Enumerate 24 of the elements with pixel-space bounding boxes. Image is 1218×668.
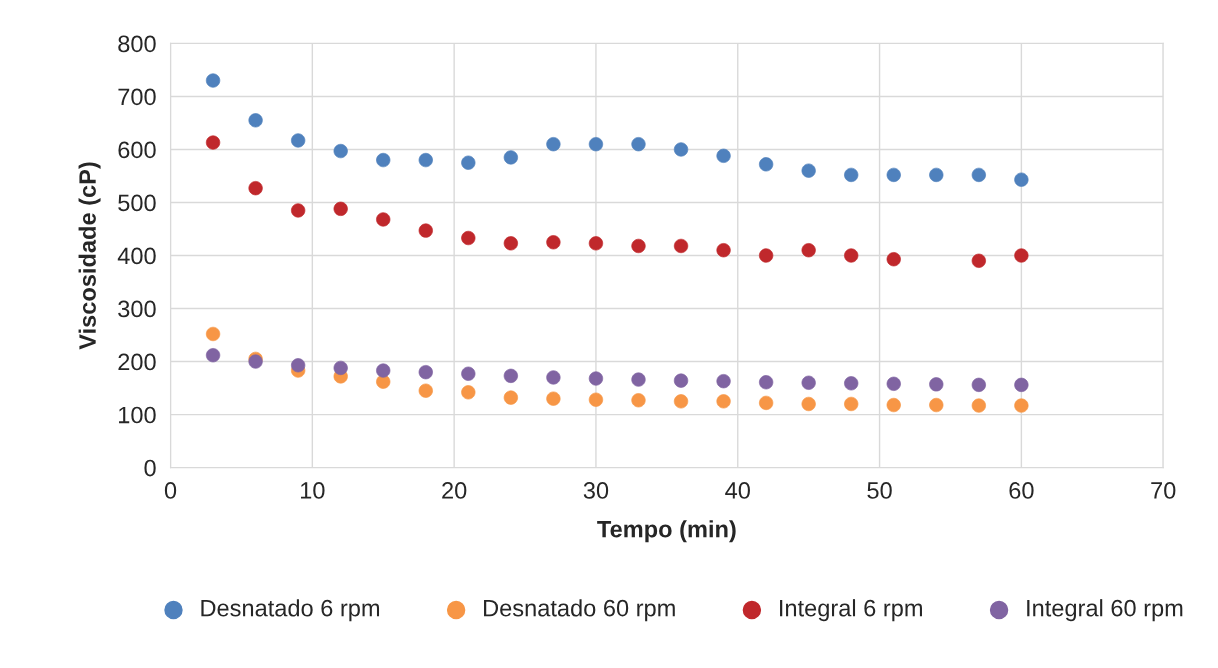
x-tick-label: 20 bbox=[442, 482, 467, 499]
x-axis-title: Tempo (min) bbox=[597, 520, 736, 543]
x-tick-label: 10 bbox=[301, 482, 325, 499]
legend-label: Integral 60 rpm bbox=[1027, 599, 1183, 622]
x-tick-label: 40 bbox=[725, 482, 750, 499]
y-tick-label: 100 bbox=[119, 406, 156, 424]
y-axis-title: Viscosidade (cP) bbox=[78, 162, 101, 350]
y-tick-label: 200 bbox=[118, 353, 156, 371]
y-tick-label: 800 bbox=[118, 35, 156, 53]
x-tick-label: 50 bbox=[867, 482, 892, 499]
legend-label: Desnatado 60 rpm bbox=[484, 599, 675, 622]
x-tick-label: 70 bbox=[1151, 482, 1176, 499]
point bbox=[205, 326, 221, 342]
y-tick-label: 500 bbox=[118, 194, 156, 212]
legend-label: Desnatado 6 rpm bbox=[201, 599, 380, 622]
y-tick-label: 300 bbox=[118, 300, 156, 318]
y-tick-label: 400 bbox=[117, 247, 156, 265]
y-tick-label: 700 bbox=[118, 88, 156, 106]
x-tick-label: 0 bbox=[164, 482, 177, 499]
x-tick-label: 60 bbox=[1009, 482, 1034, 499]
legend-label: Integral 6 rpm bbox=[780, 599, 922, 622]
y-tick-label: 600 bbox=[118, 141, 156, 159]
x-tick-label: 30 bbox=[583, 482, 609, 499]
y-tick-label: 0 bbox=[144, 459, 156, 477]
